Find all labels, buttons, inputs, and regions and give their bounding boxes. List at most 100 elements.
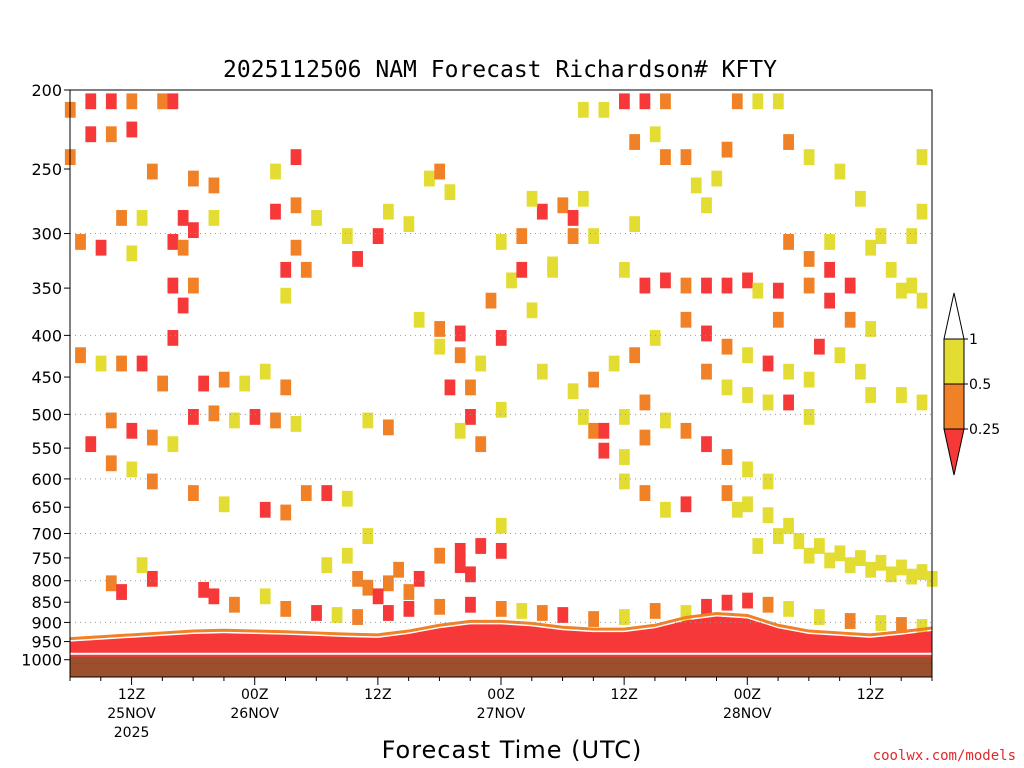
data-cell xyxy=(126,245,138,262)
data-cell xyxy=(649,126,661,143)
data-cell xyxy=(813,538,825,554)
data-cell xyxy=(803,149,815,166)
data-cell xyxy=(916,149,928,166)
data-cell xyxy=(208,588,220,605)
y-tick-label: 300 xyxy=(31,225,62,244)
data-cell xyxy=(434,163,446,180)
data-cell xyxy=(906,277,918,294)
y-tick-label: 450 xyxy=(31,368,62,387)
data-cell xyxy=(495,542,507,559)
x-tick-label: 00Z xyxy=(241,687,268,703)
data-cell xyxy=(280,600,292,617)
data-cell xyxy=(783,134,794,150)
data-cell xyxy=(916,619,928,635)
y-tick-label: 850 xyxy=(31,593,62,612)
data-cell xyxy=(444,379,456,396)
data-cell xyxy=(680,277,692,294)
data-cell xyxy=(475,436,487,453)
data-cell xyxy=(557,607,569,623)
data-cell xyxy=(331,607,343,623)
data-cell xyxy=(300,261,312,278)
data-cell xyxy=(885,566,897,583)
data-cell xyxy=(280,261,292,278)
data-cell xyxy=(639,429,651,446)
data-cell xyxy=(341,228,353,244)
data-cell xyxy=(290,197,302,214)
data-cell xyxy=(239,375,251,392)
credit-text: coolwx.com/models xyxy=(873,748,1016,764)
data-cell xyxy=(701,598,712,615)
data-cell xyxy=(567,228,579,244)
data-cell xyxy=(567,383,579,400)
data-cell xyxy=(516,603,528,619)
data-cell xyxy=(557,197,569,214)
x-tick-label: 12Z xyxy=(857,687,884,703)
data-cell xyxy=(465,379,476,396)
data-cell xyxy=(218,371,230,388)
data-cell xyxy=(916,564,928,580)
data-cell xyxy=(229,412,240,429)
data-cell xyxy=(146,473,158,490)
data-cell xyxy=(136,355,148,372)
data-cell xyxy=(362,412,374,429)
data-cell xyxy=(188,277,199,294)
data-cell xyxy=(229,596,240,613)
data-cell xyxy=(105,412,117,429)
data-cell xyxy=(321,485,333,501)
data-cell xyxy=(752,93,764,110)
data-cell xyxy=(495,330,507,346)
data-cell xyxy=(352,570,363,587)
x-tick-label: 26NOV xyxy=(230,706,279,722)
data-cell xyxy=(742,496,753,513)
data-cell xyxy=(495,517,507,534)
ground-band xyxy=(70,656,932,677)
data-cell xyxy=(434,338,446,355)
data-cell xyxy=(567,210,579,226)
y-tick-label: 250 xyxy=(31,160,62,179)
x-tick-label: 00Z xyxy=(734,687,761,703)
y-tick-label: 1000 xyxy=(21,651,62,670)
data-cell xyxy=(413,311,425,328)
data-cell xyxy=(783,363,794,380)
data-cell xyxy=(731,501,743,518)
data-cell xyxy=(680,149,692,166)
data-cell xyxy=(680,422,692,439)
data-cell xyxy=(105,455,117,472)
data-cell xyxy=(916,203,928,220)
x-tick-label: 12Z xyxy=(364,687,391,703)
data-cell xyxy=(762,355,774,372)
data-cell xyxy=(772,528,784,544)
data-cell xyxy=(454,347,466,364)
y-tick-label: 700 xyxy=(31,524,62,543)
data-cell xyxy=(290,416,302,432)
data-cell xyxy=(588,611,600,627)
data-cell xyxy=(772,311,784,328)
data-cell xyxy=(95,355,107,372)
data-cell xyxy=(762,473,774,490)
data-cell xyxy=(762,394,774,411)
y-tick-label: 800 xyxy=(31,572,62,591)
y-tick-label: 750 xyxy=(31,549,62,568)
data-cell xyxy=(403,216,415,232)
data-cell xyxy=(731,93,743,110)
data-cell xyxy=(896,387,907,403)
data-cell xyxy=(157,93,169,110)
data-cell xyxy=(382,203,394,220)
data-cell xyxy=(906,228,918,244)
data-cell xyxy=(259,588,271,605)
colorbar-label: 1 xyxy=(969,332,978,348)
boundary-layer-top xyxy=(69,611,933,641)
data-cell xyxy=(465,596,476,613)
data-cell xyxy=(680,311,692,328)
data-cell xyxy=(803,371,815,388)
data-cell xyxy=(834,163,846,180)
data-cell xyxy=(177,297,189,314)
data-cell xyxy=(906,568,918,585)
y-tick-label: 400 xyxy=(31,326,62,345)
data-cell xyxy=(516,228,528,244)
data-cell xyxy=(495,600,507,617)
data-cell xyxy=(639,277,651,294)
data-cell xyxy=(896,559,907,576)
data-cell xyxy=(742,592,753,609)
data-cell xyxy=(403,584,415,600)
